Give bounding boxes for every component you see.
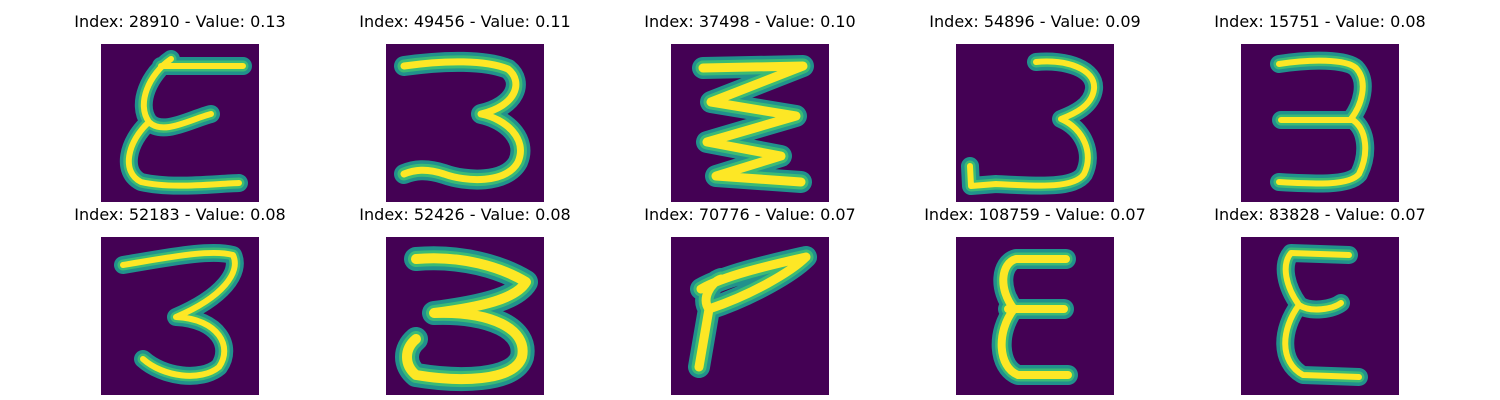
panel-title: Index: 108759 - Value: 0.07 (924, 205, 1146, 224)
image-panel-8: Index: 70776 - Value: 0.07 (600, 203, 900, 395)
digit-image (1241, 44, 1399, 202)
panel-title: Index: 70776 - Value: 0.07 (644, 205, 856, 224)
image-panel-5: Index: 15751 - Value: 0.08 (1170, 10, 1470, 202)
digit-image (386, 237, 544, 395)
image-panel-7: Index: 52426 - Value: 0.08 (315, 203, 615, 395)
image-panel-6: Index: 52183 - Value: 0.08 (30, 203, 330, 395)
digit-image (386, 44, 544, 202)
panel-title: Index: 28910 - Value: 0.13 (74, 12, 286, 31)
image-panel-1: Index: 28910 - Value: 0.13 (30, 10, 330, 202)
digit-image (101, 44, 259, 202)
digit-image (1241, 237, 1399, 395)
panel-title: Index: 37498 - Value: 0.10 (644, 12, 856, 31)
panel-title: Index: 54896 - Value: 0.09 (929, 12, 1141, 31)
image-panel-4: Index: 54896 - Value: 0.09 (885, 10, 1185, 202)
image-panel-2: Index: 49456 - Value: 0.11 (315, 10, 615, 202)
panel-title: Index: 52426 - Value: 0.08 (359, 205, 571, 224)
panel-title: Index: 52183 - Value: 0.08 (74, 205, 286, 224)
panel-title: Index: 49456 - Value: 0.11 (359, 12, 571, 31)
digit-image (671, 237, 829, 395)
image-panel-10: Index: 83828 - Value: 0.07 (1170, 203, 1470, 395)
panel-title: Index: 15751 - Value: 0.08 (1214, 12, 1426, 31)
digit-image (956, 237, 1114, 395)
image-panel-3: Index: 37498 - Value: 0.10 (600, 10, 900, 202)
digit-image (671, 44, 829, 202)
panel-title: Index: 83828 - Value: 0.07 (1214, 205, 1426, 224)
digit-image (956, 44, 1114, 202)
image-panel-9: Index: 108759 - Value: 0.07 (885, 203, 1185, 395)
digit-image (101, 237, 259, 395)
